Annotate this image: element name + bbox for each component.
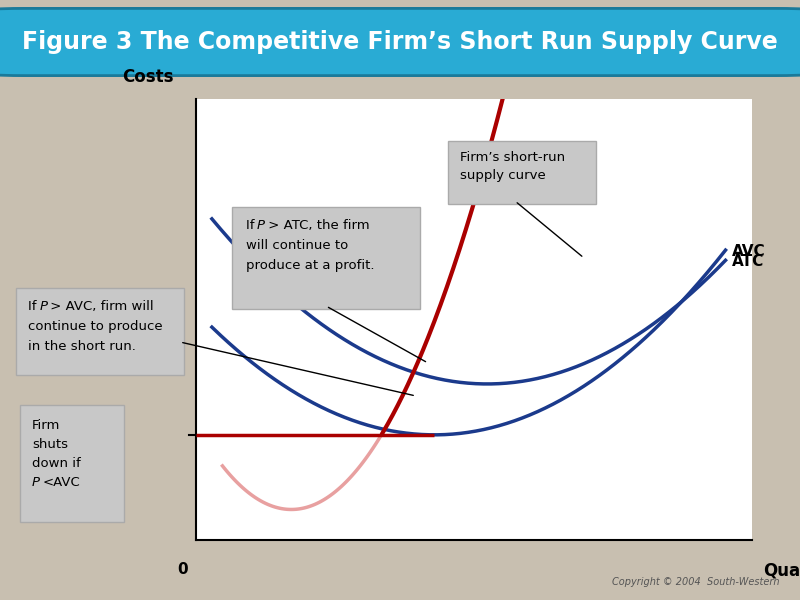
- Text: continue to produce: continue to produce: [28, 320, 162, 333]
- Text: ATC: ATC: [732, 254, 764, 269]
- Text: Copyright © 2004  South-Western: Copyright © 2004 South-Western: [613, 577, 780, 587]
- Text: P: P: [32, 476, 40, 490]
- FancyBboxPatch shape: [448, 141, 596, 204]
- Text: produce at a profit.: produce at a profit.: [246, 259, 374, 272]
- Text: will continue to: will continue to: [246, 239, 348, 252]
- Text: > ATC, the firm: > ATC, the firm: [264, 219, 370, 232]
- Text: supply curve: supply curve: [460, 169, 546, 182]
- Text: > AVC, firm will: > AVC, firm will: [46, 300, 154, 313]
- FancyBboxPatch shape: [16, 288, 184, 375]
- Text: If: If: [246, 219, 258, 232]
- Text: <AVC: <AVC: [42, 476, 80, 490]
- FancyBboxPatch shape: [0, 8, 800, 76]
- Text: shuts: shuts: [32, 438, 68, 451]
- Text: Figure 3 The Competitive Firm’s Short Run Supply Curve: Figure 3 The Competitive Firm’s Short Ru…: [22, 30, 778, 54]
- Text: Firm’s short-run: Firm’s short-run: [460, 151, 565, 164]
- Text: down if: down if: [32, 457, 81, 470]
- Text: If: If: [28, 300, 41, 313]
- Text: P: P: [39, 300, 47, 313]
- Text: in the short run.: in the short run.: [28, 340, 136, 353]
- Text: 0: 0: [177, 562, 187, 577]
- Text: Firm: Firm: [32, 419, 60, 432]
- FancyBboxPatch shape: [232, 207, 420, 309]
- Text: P: P: [257, 219, 265, 232]
- Text: Costs: Costs: [122, 68, 174, 86]
- FancyBboxPatch shape: [20, 405, 124, 522]
- Text: AVC: AVC: [732, 244, 766, 259]
- Text: Quantity: Quantity: [763, 562, 800, 580]
